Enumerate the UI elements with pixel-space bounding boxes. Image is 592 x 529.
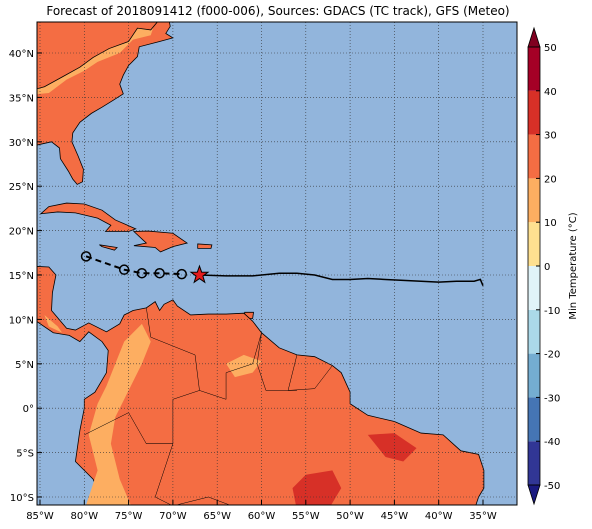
lat-tick-label: 10°S bbox=[10, 493, 34, 504]
lat-tick-label: 5°S bbox=[16, 449, 34, 460]
lat-tick-label: 10°N bbox=[9, 315, 34, 326]
lat-tick-label: 0° bbox=[23, 404, 34, 415]
lon-tick-label: 40°W bbox=[425, 511, 453, 522]
current-position bbox=[189, 264, 210, 284]
past-track bbox=[85, 255, 182, 276]
lon-tick-label: 60°W bbox=[248, 511, 276, 522]
map-title: Forecast of 2018091412 (f000-006), Sourc… bbox=[46, 4, 509, 18]
colorbar-tick-label: 30 bbox=[544, 131, 557, 142]
lat-tick-label: 40°N bbox=[9, 49, 34, 60]
colorbar-tick-label: -50 bbox=[544, 481, 560, 492]
lat-tick-label: 25°N bbox=[9, 182, 34, 193]
colorbar-band bbox=[528, 353, 540, 398]
colorbar-over bbox=[527, 26, 541, 48]
colorbar-tick-label: -10 bbox=[544, 306, 560, 317]
colorbar-band bbox=[528, 397, 540, 442]
colorbar-tick-label: 20 bbox=[544, 174, 557, 185]
lon-tick-label: 35°W bbox=[469, 511, 497, 522]
lon-tick-label: 50°W bbox=[336, 511, 364, 522]
colorbar-tick-label: -40 bbox=[544, 437, 560, 448]
forecast-track bbox=[199, 272, 484, 286]
track-point bbox=[154, 267, 165, 279]
colorbar-band bbox=[528, 441, 540, 485]
colorbar-tick-label: 0 bbox=[544, 262, 550, 273]
lon-tick-label: 75°W bbox=[115, 511, 143, 522]
track-point bbox=[136, 267, 148, 279]
colorbar-band bbox=[528, 178, 540, 223]
lon-tick-label: 55°W bbox=[292, 511, 320, 522]
lon-tick-label: 45°W bbox=[381, 511, 409, 522]
map-frame bbox=[36, 21, 518, 506]
colorbar-band bbox=[528, 309, 540, 354]
colorbar-band bbox=[528, 134, 540, 179]
colorbar-tick-label: -30 bbox=[544, 393, 560, 404]
lat-tick-label: 35°N bbox=[9, 93, 34, 104]
lat-tick-label: 5°N bbox=[15, 360, 34, 371]
colorbar-tick-label: 10 bbox=[544, 218, 557, 229]
colorbar-tick-label: 50 bbox=[544, 43, 557, 54]
track-point bbox=[80, 251, 92, 262]
colorbar-under bbox=[527, 484, 541, 506]
colorbar-tick-label: 40 bbox=[544, 87, 557, 98]
land bbox=[37, 22, 484, 505]
lat-tick-label: 30°N bbox=[9, 138, 34, 149]
colorbar-label: Min Temperature (°C) bbox=[568, 212, 579, 319]
track-point bbox=[118, 264, 130, 275]
lat-tick-label: 20°N bbox=[9, 227, 34, 238]
colorbar-band bbox=[528, 266, 540, 310]
lon-tick-label: 65°W bbox=[203, 511, 231, 522]
lon-tick-label: 85°W bbox=[26, 511, 54, 522]
colorbar-band bbox=[528, 222, 540, 266]
colorbar-band bbox=[528, 47, 540, 91]
colorbar-band bbox=[528, 90, 540, 135]
lat-tick-label: 15°N bbox=[9, 271, 34, 282]
lon-tick-label: 80°W bbox=[70, 511, 98, 522]
colorbar-tick-label: -20 bbox=[544, 350, 560, 361]
lon-tick-label: 70°W bbox=[159, 511, 187, 522]
track-point bbox=[176, 268, 188, 280]
